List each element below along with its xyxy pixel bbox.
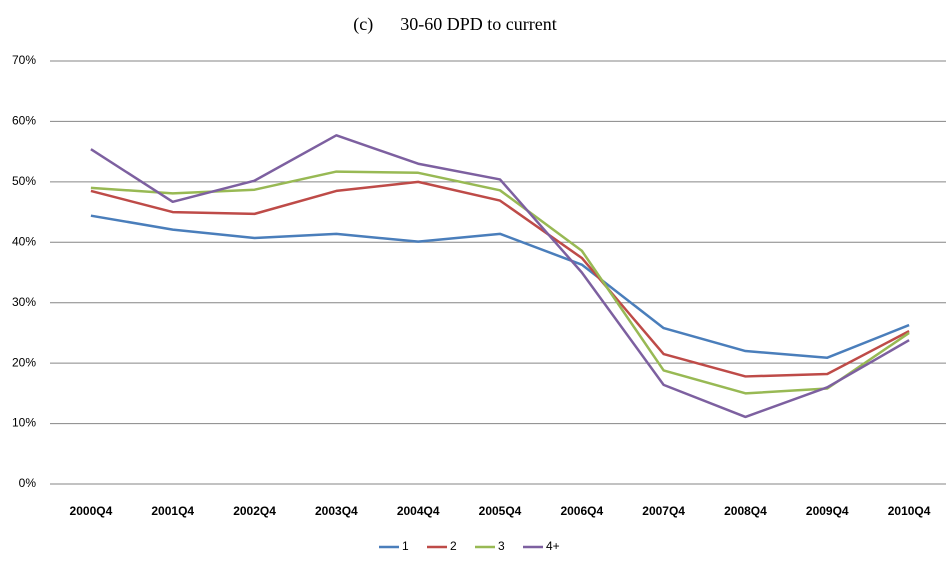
y-tick-label: 50%: [12, 174, 36, 188]
x-tick-label: 2007Q4: [642, 504, 685, 518]
x-tick-label: 2010Q4: [888, 504, 931, 518]
legend-label: 2: [450, 539, 457, 553]
y-tick-label: 30%: [12, 295, 36, 309]
y-tick-label: 70%: [12, 53, 36, 67]
y-tick-label: 20%: [12, 355, 36, 369]
chart-title: (c) 30-60 DPD to current: [353, 14, 556, 35]
x-tick-label: 2004Q4: [397, 504, 440, 518]
y-tick-label: 40%: [12, 234, 36, 248]
x-tick-label: 2000Q4: [70, 504, 113, 518]
x-tick-label: 2002Q4: [233, 504, 276, 518]
line-series: [90, 170, 910, 395]
x-tick-label: 2009Q4: [806, 504, 849, 518]
x-tick-label: 2008Q4: [724, 504, 767, 518]
line-series: [90, 134, 910, 419]
x-tick-label: 2001Q4: [151, 504, 194, 518]
line-series: [90, 180, 910, 378]
x-tick-label: 2003Q4: [315, 504, 358, 518]
y-tick-label: 0%: [19, 476, 37, 490]
y-tick-label: 10%: [12, 416, 36, 430]
legend-label: 3: [498, 539, 505, 553]
legend-label: 4+: [546, 539, 560, 553]
y-tick-label: 60%: [12, 114, 36, 128]
line-series: [90, 214, 910, 359]
legend-label: 1: [402, 539, 409, 553]
x-tick-label: 2005Q4: [479, 504, 522, 518]
x-tick-label: 2006Q4: [560, 504, 603, 518]
